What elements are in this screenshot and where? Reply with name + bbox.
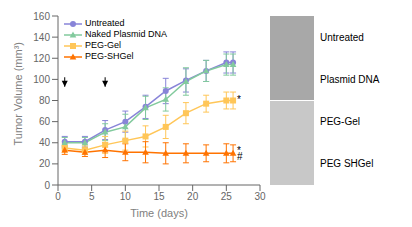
html-text:Untreated: Untreated xyxy=(85,18,125,28)
svg-text:Tumor Volume (mm³): Tumor Volume (mm³) xyxy=(12,42,24,146)
html-text:PEG-SHGel: PEG-SHGel xyxy=(85,51,134,61)
svg-text:25: 25 xyxy=(221,191,233,202)
svg-text:0: 0 xyxy=(44,180,50,191)
svg-text:*: * xyxy=(237,94,241,105)
svg-text:0: 0 xyxy=(55,191,61,202)
html-text:Untreated: Untreated xyxy=(320,31,364,43)
svg-text:15: 15 xyxy=(153,191,165,202)
svg-text:20: 20 xyxy=(39,158,51,169)
svg-text:60: 60 xyxy=(39,116,51,127)
svg-text:80: 80 xyxy=(39,95,51,106)
html-text:PEG SHGel: PEG SHGel xyxy=(320,158,374,170)
svg-text:#: # xyxy=(237,151,243,162)
svg-text:5: 5 xyxy=(89,191,95,202)
svg-text:20: 20 xyxy=(187,191,199,202)
svg-text:100: 100 xyxy=(33,74,50,85)
html-text:Plasmid DNA: Plasmid DNA xyxy=(320,73,380,85)
svg-text:Time (days): Time (days) xyxy=(130,207,188,219)
svg-text:40: 40 xyxy=(39,137,51,148)
svg-text:140: 140 xyxy=(33,32,50,43)
html-text:Naked Plasmid DNA: Naked Plasmid DNA xyxy=(85,29,167,39)
html-text:PEG-Gel: PEG-Gel xyxy=(85,40,121,50)
svg-text:10: 10 xyxy=(120,191,132,202)
svg-text:160: 160 xyxy=(33,11,50,22)
html-text:PEG-Gel: PEG-Gel xyxy=(320,116,360,128)
svg-text:30: 30 xyxy=(254,191,266,202)
svg-text:120: 120 xyxy=(33,53,50,64)
